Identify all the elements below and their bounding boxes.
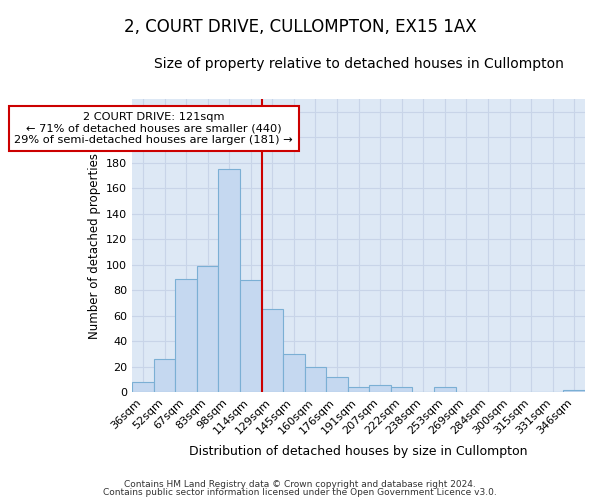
Bar bbox=[262, 310, 283, 392]
Bar bbox=[132, 382, 154, 392]
Bar bbox=[326, 377, 348, 392]
Bar bbox=[175, 279, 197, 392]
Title: Size of property relative to detached houses in Cullompton: Size of property relative to detached ho… bbox=[154, 58, 563, 71]
Bar bbox=[154, 359, 175, 392]
Y-axis label: Number of detached properties: Number of detached properties bbox=[88, 152, 101, 338]
X-axis label: Distribution of detached houses by size in Cullompton: Distribution of detached houses by size … bbox=[190, 444, 528, 458]
Bar bbox=[434, 387, 455, 392]
Text: 2 COURT DRIVE: 121sqm
← 71% of detached houses are smaller (440)
29% of semi-det: 2 COURT DRIVE: 121sqm ← 71% of detached … bbox=[14, 112, 293, 145]
Text: 2, COURT DRIVE, CULLOMPTON, EX15 1AX: 2, COURT DRIVE, CULLOMPTON, EX15 1AX bbox=[124, 18, 476, 36]
Text: Contains public sector information licensed under the Open Government Licence v3: Contains public sector information licen… bbox=[103, 488, 497, 497]
Bar bbox=[305, 367, 326, 392]
Bar bbox=[563, 390, 585, 392]
Bar bbox=[218, 169, 240, 392]
Bar bbox=[391, 387, 412, 392]
Text: Contains HM Land Registry data © Crown copyright and database right 2024.: Contains HM Land Registry data © Crown c… bbox=[124, 480, 476, 489]
Bar bbox=[240, 280, 262, 392]
Bar bbox=[197, 266, 218, 392]
Bar bbox=[348, 387, 370, 392]
Bar bbox=[370, 384, 391, 392]
Bar bbox=[283, 354, 305, 393]
